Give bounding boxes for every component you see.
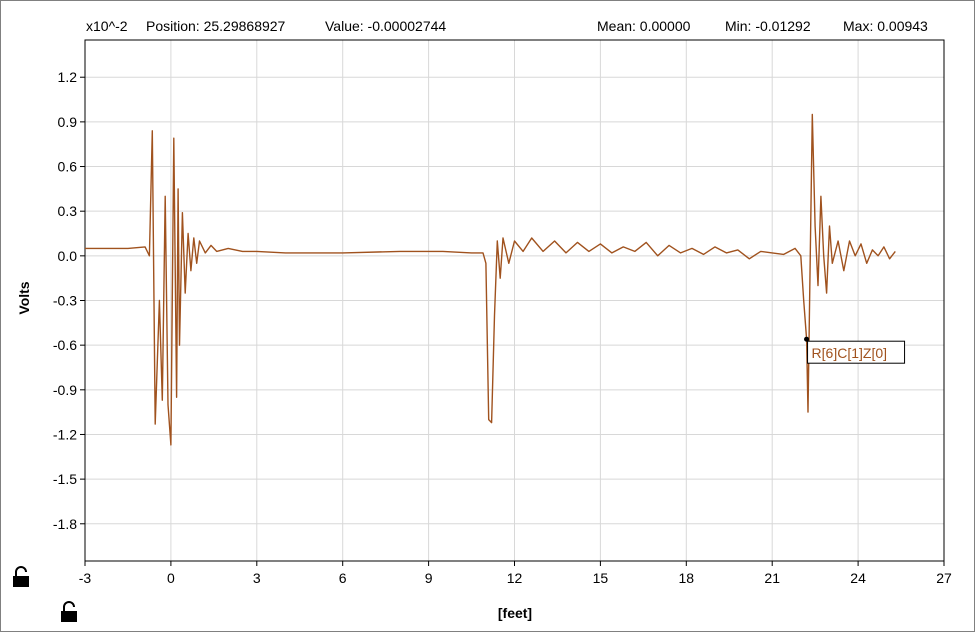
cursor-label: R[6]C[1]Z[0] xyxy=(812,345,887,361)
y-tick-label: -0.6 xyxy=(53,337,77,353)
max-readout: Max: 0.00943 xyxy=(843,18,928,34)
y-tick-label: -1.2 xyxy=(53,426,77,442)
x-tick-label: 9 xyxy=(425,570,433,586)
x-tick-label: 12 xyxy=(507,570,523,586)
x-tick-label: -3 xyxy=(79,570,92,586)
mean-readout: Mean: 0.00000 xyxy=(597,18,691,34)
y-axis-label: Volts xyxy=(16,281,32,315)
y-tick-label: 0.6 xyxy=(58,159,78,175)
y-tick-label: 0.0 xyxy=(58,248,78,264)
min-readout: Min: -0.01292 xyxy=(725,18,811,34)
cursor-marker xyxy=(804,336,810,342)
x-tick-label: 3 xyxy=(253,570,261,586)
y-tick-label: 0.3 xyxy=(58,203,78,219)
signal-trace xyxy=(85,113,896,446)
x-tick-label: 27 xyxy=(936,570,952,586)
x-axis-lock-icon[interactable] xyxy=(59,601,79,623)
x-tick-label: 6 xyxy=(339,570,347,586)
value-readout: Value: -0.00002744 xyxy=(325,18,447,34)
y-tick-label: -0.9 xyxy=(53,382,77,398)
y-axis-lock-icon[interactable] xyxy=(11,566,31,588)
x-tick-label: 15 xyxy=(593,570,609,586)
y-tick-label: 0.9 xyxy=(58,114,78,130)
x-tick-label: 18 xyxy=(679,570,695,586)
y-tick-label: -1.5 xyxy=(53,471,77,487)
x-axis-label: [feet] xyxy=(497,605,533,621)
y-tick-label: -1.8 xyxy=(53,516,77,532)
y-tick-label: 1.2 xyxy=(58,69,78,85)
scale-readout: x10^-2 xyxy=(86,18,128,34)
cursor-label-box xyxy=(807,340,906,364)
x-tick-label: 24 xyxy=(850,570,866,586)
x-tick-label: 0 xyxy=(167,570,175,586)
x-tick-label: 21 xyxy=(764,570,780,586)
position-readout: Position: 25.29868927 xyxy=(146,18,286,34)
y-tick-label: -0.3 xyxy=(53,293,77,309)
